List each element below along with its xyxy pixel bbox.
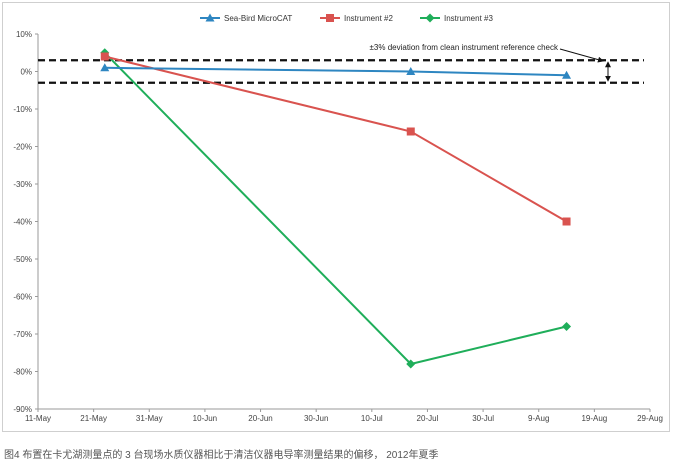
y-tick-label: -40% xyxy=(13,218,32,227)
data-point-instrument-2 xyxy=(406,127,415,136)
y-tick-label: -90% xyxy=(13,405,32,414)
legend-label-instrument-2: Instrument #2 xyxy=(344,14,393,23)
x-tick-label: 29-Aug xyxy=(637,414,663,423)
series-line-instrument-3 xyxy=(104,52,567,366)
data-point-instrument-2 xyxy=(100,52,109,61)
annotation-text: ±3% deviation from clean instrument refe… xyxy=(370,43,559,52)
y-tick-label: -20% xyxy=(13,143,32,152)
legend-marker-instrument-3 xyxy=(425,13,435,23)
data-point-instrument-3 xyxy=(406,359,416,369)
y-tick-label: -30% xyxy=(13,180,32,189)
y-tick-label: -70% xyxy=(13,330,32,339)
y-tick-label: -10% xyxy=(13,105,32,114)
x-tick-label: 20-Jul xyxy=(417,414,439,423)
y-tick-label: -50% xyxy=(13,255,32,264)
legend-label-instrument-3: Instrument #3 xyxy=(444,14,493,23)
x-tick-label: 31-May xyxy=(136,414,163,423)
y-tick-label: 10% xyxy=(16,30,32,39)
y-tick-label: -60% xyxy=(13,293,32,302)
series-line-instrument-2 xyxy=(104,55,568,223)
data-point-instrument-3 xyxy=(562,322,572,331)
x-tick-label: 30-Jul xyxy=(472,414,494,423)
legend-label-sea-bird-microcat: Sea-Bird MicroCAT xyxy=(224,14,292,23)
data-point-sea-bird-microcat xyxy=(562,70,572,79)
y-tick-label: -80% xyxy=(13,368,32,377)
x-tick-label: 30-Jun xyxy=(304,414,328,423)
x-tick-label: 21-May xyxy=(80,414,107,423)
y-tick-label: 0% xyxy=(20,68,32,77)
data-point-instrument-2 xyxy=(562,217,571,226)
data-point-sea-bird-microcat xyxy=(406,67,416,75)
x-tick-label: 11-May xyxy=(25,414,51,423)
data-point-sea-bird-microcat xyxy=(100,63,110,72)
x-tick-label: 20-Jun xyxy=(248,414,272,423)
x-tick-label: 10-Jun xyxy=(193,414,217,423)
x-tick-label: 19-Aug xyxy=(581,414,607,423)
chart: 10% 0% -10% -20% -30% -40% -50% -60% -70% -80% -90… xyxy=(13,13,663,423)
legend-marker-instrument-2 xyxy=(326,14,334,22)
annotation-pointer-arrow xyxy=(559,48,604,63)
legend-marker-sea-bird-microcat xyxy=(205,13,215,22)
figure-caption: 图4 布置在卡尤湖测量点的 3 台现场水质仪器相比于清洁仪器电导率测量结果的偏移… xyxy=(4,450,439,461)
x-tick-label: 10-Jul xyxy=(361,414,383,423)
x-tick-label: 9-Aug xyxy=(528,414,549,423)
